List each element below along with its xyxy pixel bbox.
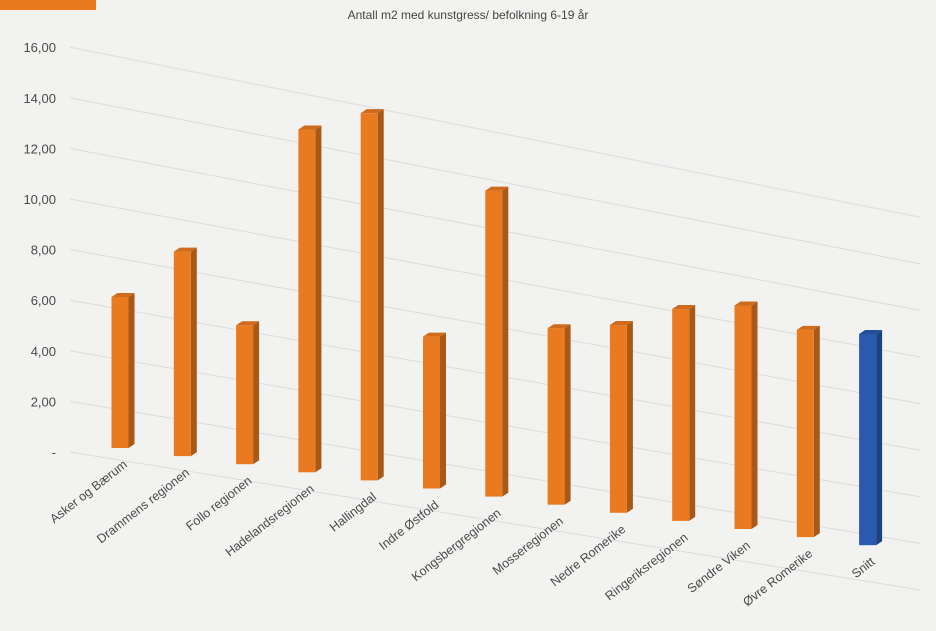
x-tick-label: Follo regionen <box>183 474 254 534</box>
grid-line <box>69 46 921 218</box>
bar-front <box>360 113 378 481</box>
y-tick-label: 14,00 <box>23 91 56 106</box>
bar-side <box>377 109 384 481</box>
x-tick-label: Mosseregionen <box>490 514 566 578</box>
bar <box>173 247 197 457</box>
bar-front <box>672 309 690 521</box>
bar <box>236 321 260 465</box>
bar-front <box>609 325 627 513</box>
y-tick-label: 2,00 <box>31 394 56 409</box>
bars <box>111 109 883 546</box>
y-tick-label: 8,00 <box>31 243 56 258</box>
bar-top <box>796 325 820 330</box>
bar-side <box>751 301 758 529</box>
x-tick-label: Snitt <box>849 554 878 581</box>
bar-top <box>547 324 571 329</box>
grid-line <box>69 451 921 591</box>
y-tick-label: 4,00 <box>31 344 56 359</box>
bar-side <box>689 305 696 521</box>
bar <box>423 332 446 489</box>
bar-top <box>485 186 509 191</box>
bar-side <box>315 125 322 473</box>
bar-front <box>236 325 254 465</box>
x-tick-label: Søndre Viken <box>685 538 753 596</box>
corner-accent-tab <box>0 0 96 10</box>
bar <box>859 329 883 546</box>
bar-top <box>609 321 633 325</box>
bar-top <box>111 292 135 297</box>
bar-front <box>547 328 565 505</box>
bar-side <box>626 321 633 513</box>
bar-front <box>859 333 877 546</box>
y-tick-label: 6,00 <box>31 293 56 308</box>
bar <box>672 305 696 521</box>
y-tick-label: 10,00 <box>23 192 56 207</box>
bar-side <box>564 324 571 505</box>
x-tick-label: Øvre Romerike <box>740 546 815 609</box>
y-tick-label: 16,00 <box>23 40 56 55</box>
y-tick-label: - <box>52 445 56 460</box>
bar-side <box>190 247 197 457</box>
bar-front <box>173 251 191 457</box>
bar-top <box>360 109 384 114</box>
grid-line <box>69 97 921 265</box>
bar-top <box>672 305 696 310</box>
bar-top <box>298 125 322 130</box>
bar <box>360 109 384 481</box>
chart-title: Antall m2 med kunstgress/ befolkning 6-1… <box>347 8 589 22</box>
bar-front <box>423 336 440 489</box>
bar-top <box>859 329 883 334</box>
x-tick-label: Nedre Romerike <box>548 522 628 589</box>
bar <box>298 125 322 473</box>
bar-front <box>485 190 503 497</box>
bar-top <box>734 301 758 306</box>
bar-top <box>173 247 197 252</box>
x-tick-label: Indre Østfold <box>376 498 441 553</box>
bar-side <box>128 292 135 448</box>
bar-side <box>876 329 883 546</box>
bar <box>111 292 135 448</box>
bar-top <box>423 332 446 337</box>
bar-top <box>236 321 260 326</box>
bar-front <box>796 329 814 538</box>
bar-front <box>111 296 129 448</box>
bar <box>796 325 820 538</box>
bar <box>547 324 571 505</box>
bar-front <box>734 305 752 529</box>
y-tick-label: 12,00 <box>23 141 56 156</box>
bar-side <box>813 325 820 538</box>
bar-side <box>253 321 260 465</box>
bar <box>609 321 633 513</box>
bar-front <box>298 129 316 473</box>
x-tick-label: Hallingdal <box>327 490 379 535</box>
bar-side <box>502 186 509 497</box>
bar-side <box>440 332 446 489</box>
bar <box>485 186 509 497</box>
bar <box>734 301 758 529</box>
